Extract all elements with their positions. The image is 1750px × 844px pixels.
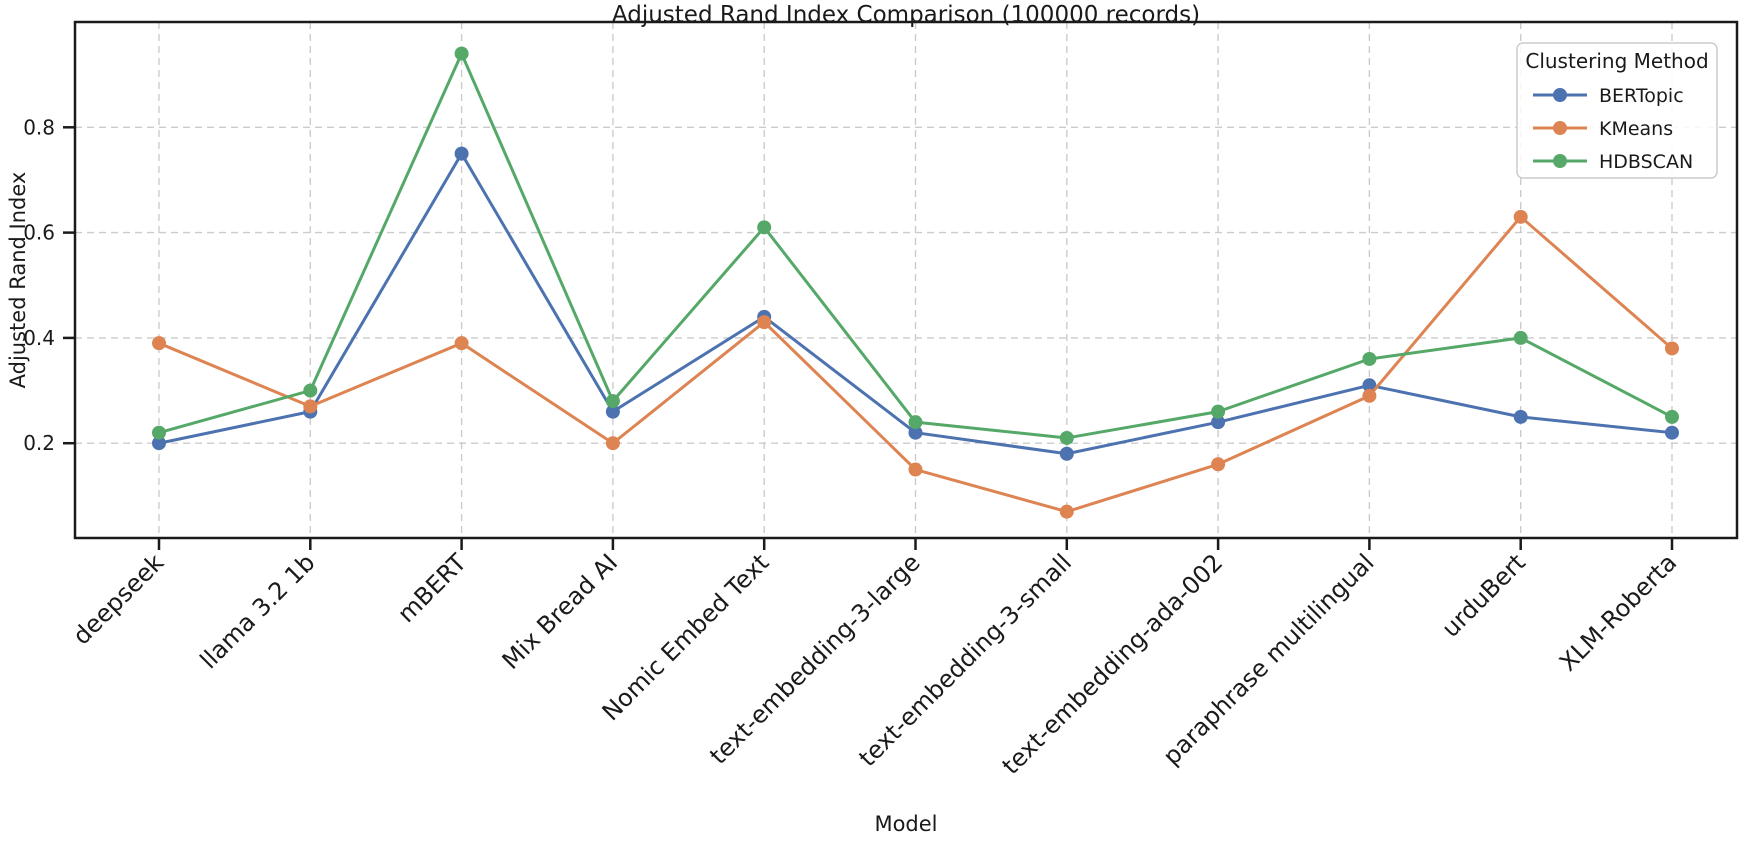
data-point-BERTopic [1665, 425, 1679, 440]
data-point-BERTopic [605, 404, 620, 419]
data-point-HDBSCAN [757, 220, 772, 235]
data-point-KMeans [1513, 209, 1528, 224]
plot-border [73, 20, 1739, 540]
y-tick-label: 0.4 [23, 326, 55, 350]
legend-swatch-marker [1553, 88, 1567, 102]
data-point-KMeans [152, 336, 166, 351]
data-point-BERTopic [454, 146, 469, 161]
x-tick-label: XLM-Roberta [1554, 548, 1682, 676]
data-point-KMeans [908, 462, 923, 477]
data-point-HDBSCAN [908, 415, 923, 430]
x-tick-label: deepseek [67, 548, 169, 650]
data-point-HDBSCAN [1059, 430, 1074, 445]
data-point-KMeans [1362, 388, 1377, 403]
data-point-BERTopic [1059, 446, 1074, 461]
data-point-BERTopic [152, 436, 166, 451]
data-point-HDBSCAN [1362, 351, 1377, 366]
x-tick-label: urduBert [1436, 548, 1530, 642]
data-point-KMeans [1059, 504, 1074, 519]
y-tick-label: 0.8 [23, 115, 55, 139]
data-point-BERTopic [1362, 378, 1377, 393]
legend-box [1516, 42, 1718, 179]
legend-swatch-marker [1553, 154, 1567, 168]
legend-item-label: HDBSCAN [1599, 151, 1693, 173]
data-point-HDBSCAN [454, 46, 469, 61]
x-axis-label: Model [874, 812, 938, 836]
x-tick-label: llama 3.2 1b [195, 548, 321, 674]
y-tick-label: 0.6 [23, 221, 55, 245]
legend: Clustering Method BERTopic KMeans HDBSCAN [1516, 42, 1718, 179]
data-point-KMeans [757, 315, 772, 330]
data-point-BERTopic [1513, 409, 1528, 424]
data-point-HDBSCAN [303, 383, 318, 398]
y-tick-label: 0.2 [23, 431, 55, 455]
data-point-HDBSCAN [1211, 404, 1226, 419]
chart-title: Adjusted Rand Index Comparison (100000 r… [611, 2, 1201, 28]
data-point-BERTopic [1211, 415, 1226, 430]
data-point-HDBSCAN [1665, 409, 1679, 424]
legend-swatch-marker [1553, 121, 1567, 135]
legend-item-label: BERTopic [1599, 85, 1684, 107]
data-point-KMeans [1665, 341, 1679, 356]
data-point-KMeans [1211, 457, 1226, 472]
data-point-HDBSCAN [605, 394, 620, 409]
data-point-BERTopic [908, 425, 923, 440]
x-tick-label: mBERT [392, 548, 472, 628]
legend-title: Clustering Method [1525, 49, 1708, 73]
data-point-HDBSCAN [1513, 330, 1528, 345]
data-point-KMeans [454, 336, 469, 351]
x-tick-label: Nomic Embed Text [597, 548, 775, 726]
data-point-HDBSCAN [152, 425, 166, 440]
data-point-KMeans [303, 399, 318, 414]
legend-item-label: KMeans [1599, 118, 1673, 140]
x-tick-label: Mix Bread AI [497, 548, 623, 674]
data-point-KMeans [605, 436, 620, 451]
